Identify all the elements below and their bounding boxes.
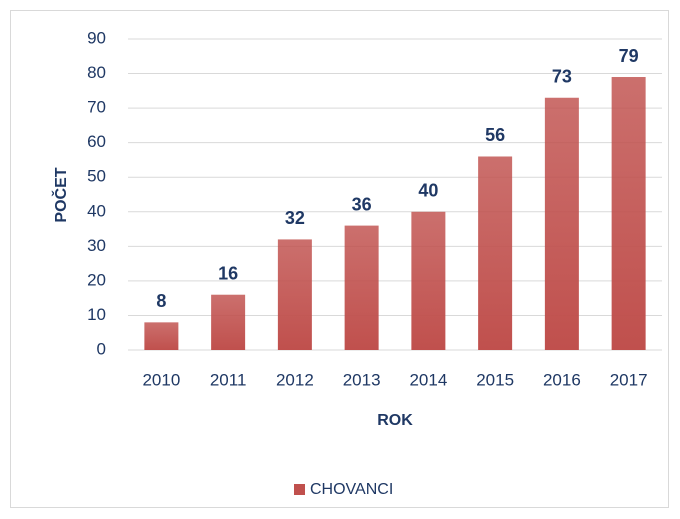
x-tick-label: 2017 bbox=[610, 370, 648, 389]
x-tick-label: 2013 bbox=[343, 370, 381, 389]
x-tick-label: 2012 bbox=[276, 370, 314, 389]
data-label: 32 bbox=[285, 208, 305, 228]
data-label: 40 bbox=[418, 181, 438, 201]
bar bbox=[277, 239, 312, 350]
x-tick-label: 2015 bbox=[476, 370, 514, 389]
x-tick-label: 2014 bbox=[409, 370, 447, 389]
data-label: 79 bbox=[619, 46, 639, 66]
y-tick-label: 20 bbox=[87, 270, 106, 289]
y-tick-label: 60 bbox=[87, 132, 106, 151]
y-tick-label: 90 bbox=[87, 28, 106, 47]
y-tick-label: 50 bbox=[87, 167, 106, 186]
y-tick-label: 40 bbox=[87, 201, 106, 220]
data-label: 73 bbox=[552, 66, 572, 86]
y-tick-label: 10 bbox=[87, 305, 106, 324]
y-tick-label: 80 bbox=[87, 63, 106, 82]
data-label: 8 bbox=[156, 291, 166, 311]
x-tick-label: 2010 bbox=[142, 370, 180, 389]
x-tick-label: 2011 bbox=[210, 370, 247, 389]
legend-label: CHOVANCI bbox=[310, 481, 393, 498]
data-label: 36 bbox=[352, 194, 372, 214]
x-tick-label: 2016 bbox=[543, 370, 581, 389]
bar bbox=[478, 156, 513, 350]
y-axis-title: POČET bbox=[51, 167, 70, 222]
x-axis-title: ROK bbox=[377, 412, 413, 429]
y-tick-label: 30 bbox=[87, 236, 106, 255]
y-tick-label: 0 bbox=[97, 339, 106, 358]
legend-swatch bbox=[294, 484, 305, 495]
bar bbox=[344, 225, 379, 350]
data-label: 56 bbox=[485, 125, 505, 145]
bar bbox=[211, 294, 246, 350]
y-tick-label: 70 bbox=[87, 98, 106, 117]
bar bbox=[611, 77, 646, 350]
bar bbox=[544, 97, 579, 350]
data-label: 16 bbox=[218, 263, 238, 283]
bar bbox=[411, 211, 446, 350]
bar bbox=[144, 322, 179, 350]
